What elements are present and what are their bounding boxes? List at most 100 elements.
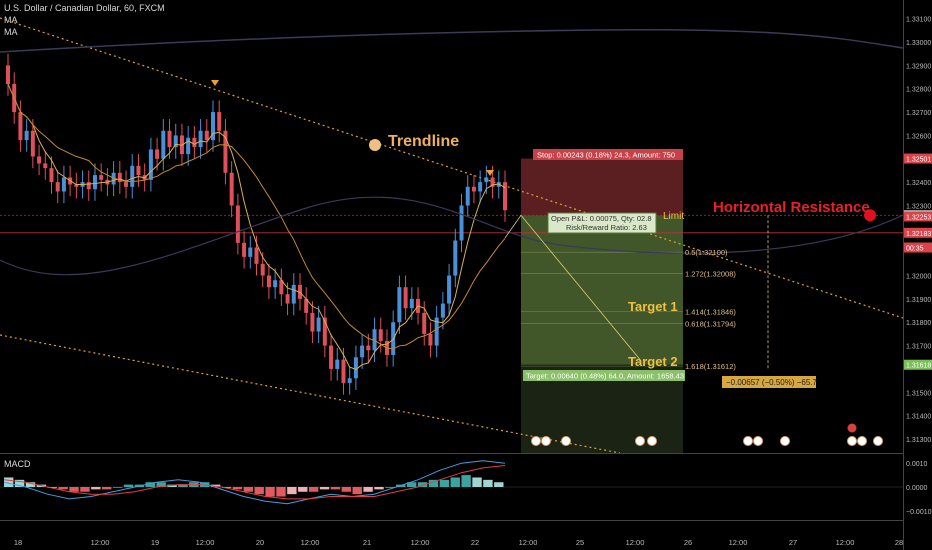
candle[interactable] — [366, 345, 371, 351]
macd-histogram-bar[interactable] — [47, 487, 57, 488]
macd-histogram-bar[interactable] — [352, 487, 362, 495]
event-icon[interactable] — [647, 436, 657, 446]
candle[interactable] — [124, 182, 129, 187]
candle[interactable] — [173, 135, 178, 148]
target-zone[interactable] — [521, 215, 683, 365]
candle[interactable] — [304, 298, 309, 313]
macd-histogram-bar[interactable] — [461, 475, 471, 487]
candle[interactable] — [372, 329, 377, 351]
macd-histogram-bar[interactable] — [156, 482, 166, 487]
macd-histogram-bar[interactable] — [58, 487, 68, 490]
candle[interactable] — [61, 177, 66, 192]
event-icon[interactable] — [847, 436, 857, 446]
candle[interactable] — [453, 240, 458, 276]
trendline-marker[interactable] — [369, 139, 381, 151]
macd-histogram-bar[interactable] — [210, 484, 221, 487]
macd-histogram-bar[interactable] — [112, 487, 123, 488]
event-icon-alert[interactable] — [847, 423, 857, 433]
target-box[interactable] — [523, 370, 685, 381]
candle[interactable] — [440, 303, 445, 318]
candle[interactable] — [217, 112, 222, 131]
candle[interactable] — [465, 186, 470, 206]
macd-histogram-bar[interactable] — [374, 487, 384, 490]
measure-box[interactable] — [722, 376, 816, 388]
candle[interactable] — [322, 317, 327, 346]
macd-histogram-bar[interactable] — [483, 479, 493, 487]
macd-histogram-bar[interactable] — [472, 477, 482, 487]
ma-slow-line[interactable] — [7, 83, 506, 350]
event-icon[interactable] — [780, 436, 790, 446]
macd-histogram-bar[interactable] — [25, 482, 36, 487]
candle[interactable] — [329, 345, 334, 369]
macd-label[interactable]: MACD — [4, 459, 31, 469]
candle[interactable] — [242, 242, 247, 257]
macd-histogram-bar[interactable] — [254, 487, 264, 495]
macd-histogram-bar[interactable] — [450, 477, 460, 487]
candle[interactable] — [198, 130, 203, 148]
candle[interactable] — [55, 182, 60, 192]
candle[interactable] — [254, 247, 259, 264]
macd-histogram-bar[interactable] — [178, 484, 188, 487]
macd-histogram-bar[interactable] — [385, 487, 395, 488]
candle[interactable] — [99, 175, 104, 180]
candle[interactable] — [285, 294, 290, 304]
event-icon[interactable] — [635, 436, 645, 446]
macd-histogram-bar[interactable] — [69, 487, 79, 492]
candle[interactable] — [434, 317, 439, 346]
event-icon[interactable] — [873, 436, 883, 446]
candle[interactable] — [347, 378, 352, 383]
macd-histogram-bar[interactable] — [145, 482, 155, 487]
macd-histogram-bar[interactable] — [102, 487, 112, 490]
macd-histogram-bar[interactable] — [417, 482, 428, 487]
macd-histogram-bar[interactable] — [298, 487, 308, 492]
candle[interactable] — [422, 312, 427, 334]
pl-box[interactable] — [547, 212, 657, 234]
macd-histogram-bar[interactable] — [276, 487, 286, 497]
candle[interactable] — [223, 130, 228, 173]
candle[interactable] — [136, 165, 141, 176]
macd-histogram-bar[interactable] — [80, 487, 90, 492]
candle[interactable] — [155, 149, 160, 159]
candle[interactable] — [204, 130, 209, 141]
macd-histogram-bar[interactable] — [330, 487, 341, 490]
candle[interactable] — [260, 263, 265, 276]
candle[interactable] — [378, 329, 383, 341]
macd-histogram-bar[interactable] — [91, 487, 101, 490]
candle[interactable] — [186, 137, 191, 155]
candle[interactable] — [484, 177, 489, 183]
event-icon[interactable] — [531, 436, 541, 446]
macd-histogram-bar[interactable] — [123, 484, 134, 487]
candle[interactable] — [403, 287, 408, 309]
candle[interactable] — [6, 65, 10, 85]
candle[interactable] — [192, 137, 197, 148]
candle[interactable] — [353, 357, 358, 379]
candle[interactable] — [30, 130, 35, 157]
candle[interactable] — [229, 172, 234, 206]
event-icon[interactable] — [753, 436, 763, 446]
resistance-marker[interactable] — [864, 209, 876, 222]
macd-histogram-bar[interactable] — [232, 487, 243, 490]
candle[interactable] — [211, 112, 216, 141]
indicator-ma-2[interactable]: MA — [4, 27, 18, 37]
macd-histogram-bar[interactable] — [428, 479, 439, 487]
peak-marker[interactable] — [486, 170, 494, 176]
candle[interactable] — [248, 247, 253, 257]
macd-histogram-bar[interactable] — [308, 487, 319, 492]
candle[interactable] — [503, 182, 507, 211]
event-icon[interactable] — [541, 436, 551, 446]
candle[interactable] — [167, 130, 172, 148]
macd-signal-line[interactable] — [3, 465, 506, 500]
macd-histogram-bar[interactable] — [4, 477, 14, 487]
stop-box[interactable] — [533, 149, 683, 160]
candle[interactable] — [49, 168, 54, 183]
event-icon[interactable] — [857, 436, 867, 446]
stop-zone[interactable] — [521, 158, 683, 216]
event-icon[interactable] — [743, 436, 753, 446]
macd-histogram-bar[interactable] — [406, 482, 417, 487]
candle[interactable] — [471, 186, 476, 192]
trendline-lower[interactable] — [0, 334, 621, 454]
candle[interactable] — [148, 149, 153, 180]
event-icon[interactable] — [561, 436, 571, 446]
macd-histogram-bar[interactable] — [363, 487, 373, 492]
